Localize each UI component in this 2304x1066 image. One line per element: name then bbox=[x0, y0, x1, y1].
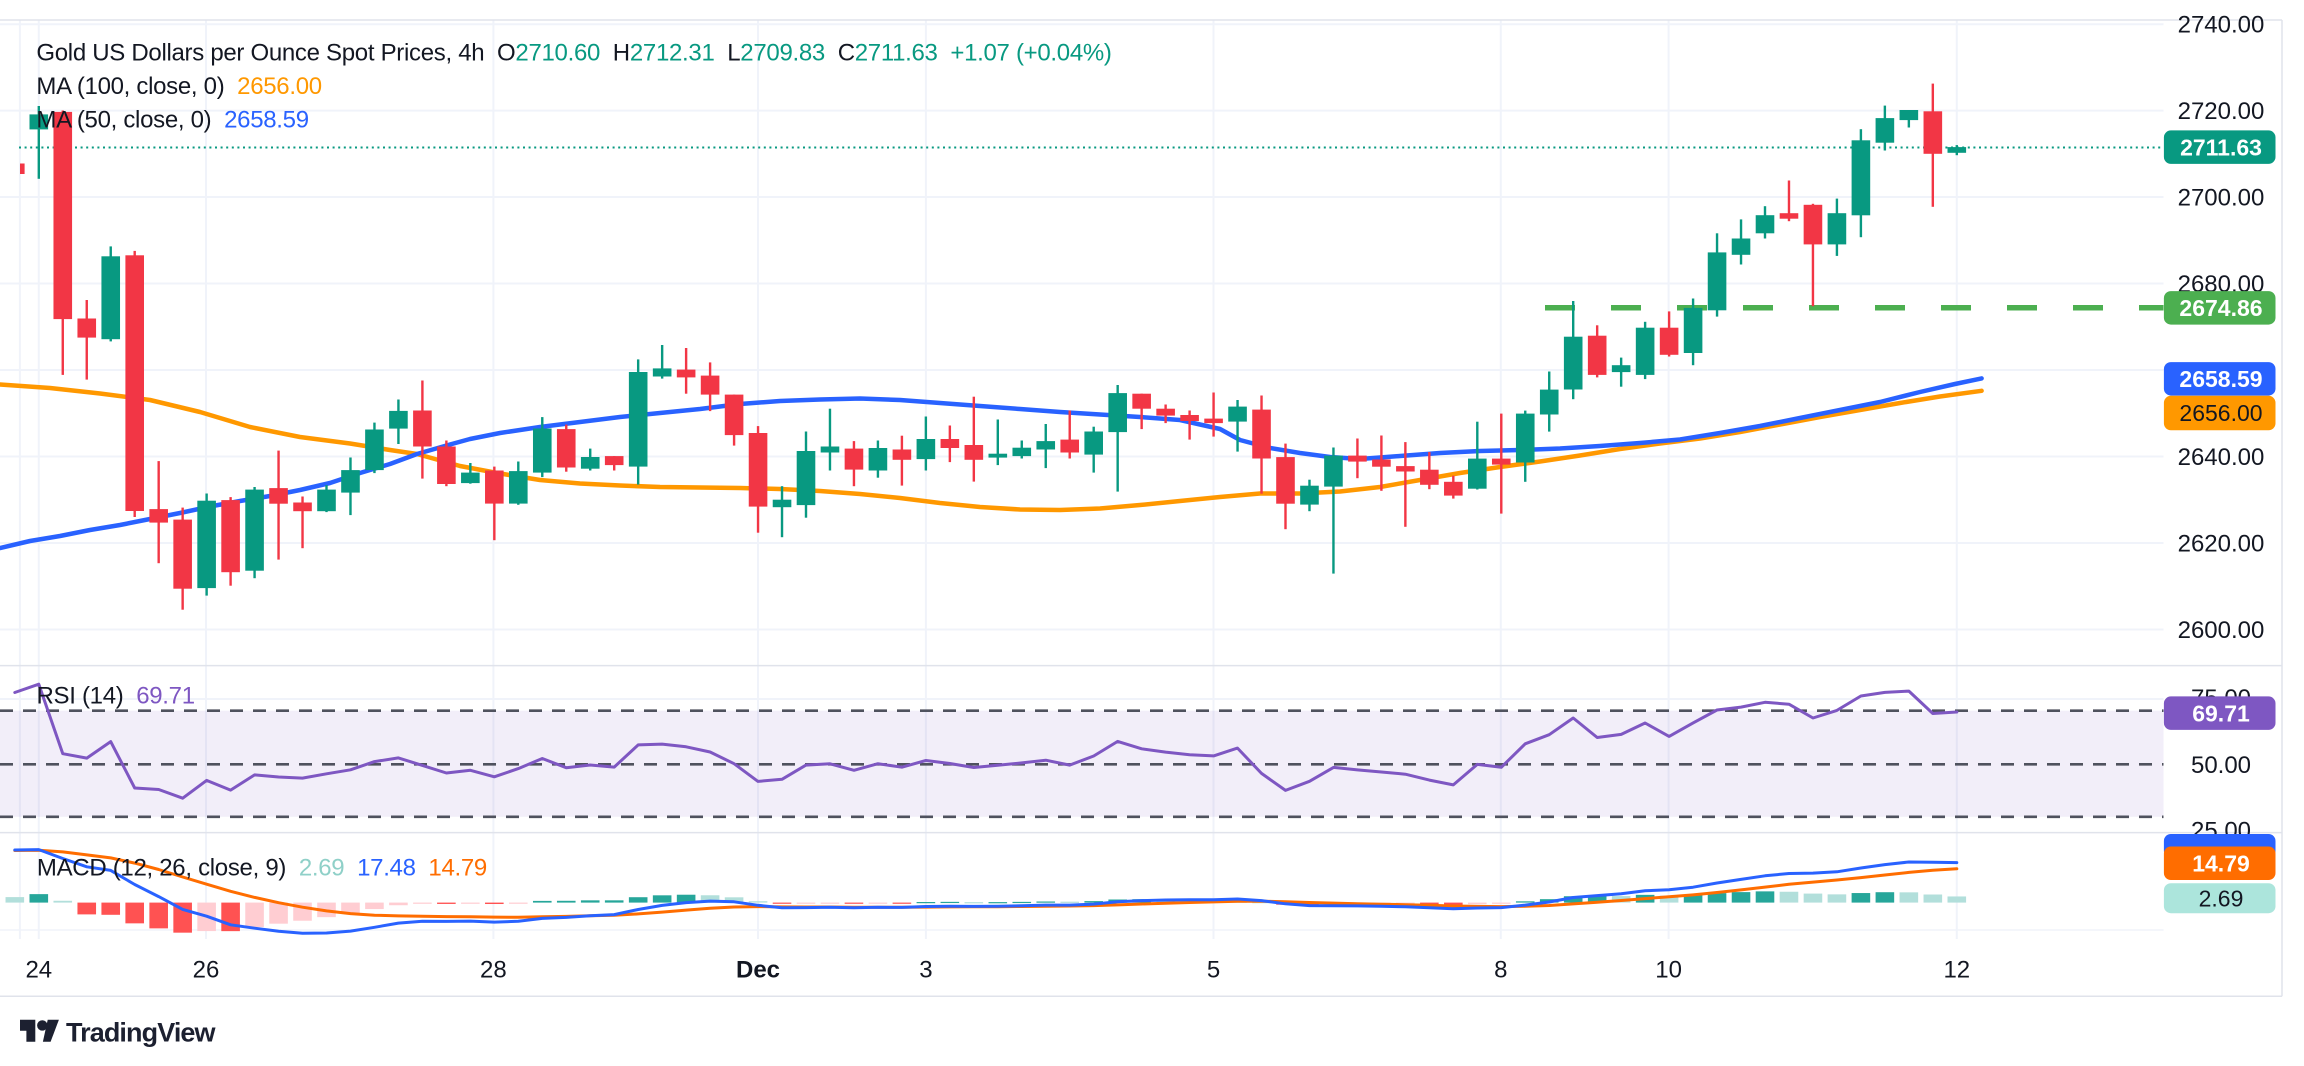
svg-text:MA (100, close, 0) 2656.00: MA (100, close, 0) 2656.00 bbox=[36, 73, 321, 100]
svg-text:12: 12 bbox=[1943, 957, 1970, 984]
svg-text:2658.59: 2658.59 bbox=[2179, 366, 2262, 392]
svg-text:2674.86: 2674.86 bbox=[2179, 295, 2262, 321]
svg-text:2700.00: 2700.00 bbox=[2178, 185, 2265, 212]
svg-text:MA (50, close, 0) 2658.59: MA (50, close, 0) 2658.59 bbox=[36, 107, 308, 134]
svg-text:2600.00: 2600.00 bbox=[2178, 617, 2265, 644]
svg-text:2740.00: 2740.00 bbox=[2178, 12, 2265, 39]
svg-text:2620.00: 2620.00 bbox=[2178, 531, 2265, 558]
svg-text:10: 10 bbox=[1655, 957, 1682, 984]
svg-text:14.79: 14.79 bbox=[2192, 851, 2250, 877]
svg-text:26: 26 bbox=[193, 957, 220, 984]
svg-text:2640.00: 2640.00 bbox=[2178, 444, 2265, 471]
svg-text:5: 5 bbox=[1207, 957, 1220, 984]
svg-text:3: 3 bbox=[919, 957, 932, 984]
svg-text:28: 28 bbox=[480, 957, 507, 984]
svg-text:MACD (12, 26, close, 9) 2.69: MACD (12, 26, close, 9) 2.69 17.48 14.79 bbox=[37, 855, 487, 882]
svg-text:69.71: 69.71 bbox=[2192, 700, 2250, 726]
svg-text:Dec: Dec bbox=[736, 957, 780, 984]
svg-text:2.69: 2.69 bbox=[2199, 885, 2244, 911]
svg-text:2656.00: 2656.00 bbox=[2179, 400, 2262, 426]
svg-text:RSI (14) 69.71: RSI (14) 69.71 bbox=[37, 683, 195, 710]
svg-text:2720.00: 2720.00 bbox=[2178, 98, 2265, 125]
svg-text:2711.63: 2711.63 bbox=[2180, 134, 2262, 160]
svg-text:24: 24 bbox=[25, 957, 52, 984]
svg-text:8: 8 bbox=[1494, 957, 1507, 984]
svg-text:Gold US Dollars per Ounce Spot: Gold US Dollars per Ounce Spot Prices, 4… bbox=[36, 40, 1111, 67]
svg-text:50.00: 50.00 bbox=[2191, 752, 2251, 779]
svg-text:TradingView: TradingView bbox=[66, 1018, 217, 1048]
